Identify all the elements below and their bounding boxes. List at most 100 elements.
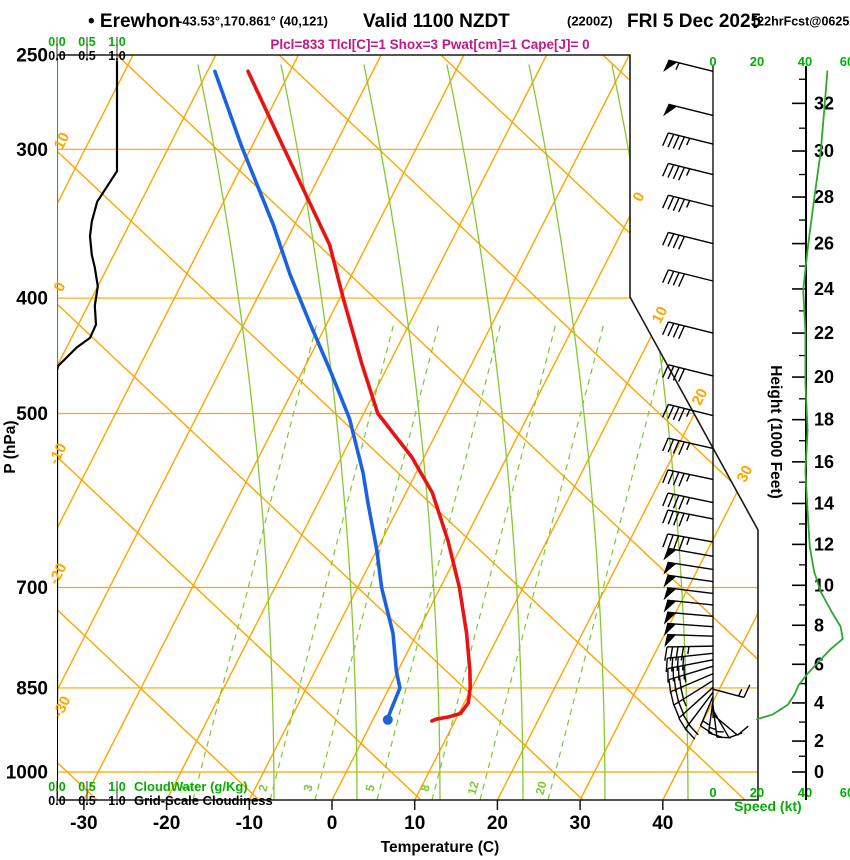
wind-barb-feather <box>678 536 685 551</box>
wind-barb-feather <box>668 679 672 694</box>
wind-barb-half-feather <box>686 442 691 451</box>
wind-barb-feather <box>662 437 669 452</box>
pressure-axis-label: P (hPa) <box>2 420 19 473</box>
wind-barb <box>662 194 714 213</box>
isotherm-line <box>662 55 758 800</box>
wind-barb-feather <box>667 439 675 453</box>
wind-barb-half-feather <box>684 674 687 683</box>
wind-barb-shaft <box>667 622 714 628</box>
temperature-tick-label: 30 <box>570 813 591 834</box>
wind-barb-feather <box>667 493 675 508</box>
height-tick-label: 4 <box>814 693 824 713</box>
cloudiness-scale-label: 0.0 <box>48 49 65 63</box>
mixing-ratio-line <box>269 324 395 800</box>
dry-adiabat-line <box>440 55 758 800</box>
wind-barb-shaft <box>668 231 714 245</box>
indices-line: Plcl=833 Tlcl[C]=1 Shox=3 Pwat[cm]=1 Cap… <box>270 37 589 52</box>
wind-barb-feather <box>672 165 680 180</box>
wind-barb-shaft <box>667 659 714 670</box>
wind-barb-feather <box>700 725 713 735</box>
wind-barb-feather <box>737 725 749 736</box>
wind-barb-half-feather <box>682 698 687 707</box>
isotherm-label: 10 <box>51 130 74 153</box>
temperature-tick-label: -30 <box>70 813 97 834</box>
height-tick-label: 0 <box>814 762 824 782</box>
plot-frame <box>57 54 759 801</box>
height-tick-label: 28 <box>814 187 834 207</box>
wind-barb-half-feather <box>737 688 743 697</box>
wind-barb-feather <box>678 167 686 181</box>
height-tick-label: 14 <box>814 493 834 513</box>
wind-barb-feather <box>667 534 674 549</box>
wind-barb-feather <box>678 717 687 731</box>
wind-barb-feather <box>667 322 675 337</box>
isotherm-line <box>57 55 217 800</box>
wind-barb-shaft <box>667 469 714 481</box>
wind-barb-shaft <box>712 709 730 739</box>
cloudwater-axis-label: CloudWater (g/Kg) <box>134 779 248 794</box>
wind-barb-feather <box>662 194 670 209</box>
height-tick-label: 8 <box>814 615 824 635</box>
wind-barb-shaft <box>668 269 714 282</box>
wind-barb-half-feather <box>687 646 690 655</box>
moist-adiabat-line <box>528 64 606 800</box>
wind-barb <box>663 587 714 601</box>
wind-barb-shaft <box>668 665 714 681</box>
wind-barb-half-feather <box>686 138 691 146</box>
wind-barb-feather <box>662 469 669 484</box>
wind-barb-feather <box>664 646 668 661</box>
speed-tick-label-top: 20 <box>750 54 764 69</box>
isotherm-label: -30 <box>49 693 74 720</box>
temperature-tick-label: -10 <box>236 813 263 834</box>
speed-axis-label: Speed (kt) <box>734 798 802 814</box>
wind-barb-shaft <box>667 611 714 617</box>
wind-barb-shaft <box>668 162 714 176</box>
wind-barb <box>664 633 714 648</box>
wind-barb <box>665 652 714 673</box>
wind-barb-feather <box>678 136 686 151</box>
temperature-tick-label: 20 <box>487 813 508 834</box>
wind-barb-pennant <box>663 60 678 73</box>
cloudiness-profile-curve <box>57 60 119 720</box>
wind-barb-feather <box>743 684 751 698</box>
wind-barb-feather <box>667 233 675 247</box>
wind-barb-shaft <box>712 714 738 736</box>
wind-barb <box>662 162 714 181</box>
dry-adiabat-line <box>278 55 758 800</box>
height-tick-label: 6 <box>814 654 824 674</box>
mixing-ratio-line <box>431 324 557 800</box>
wind-barb <box>662 509 714 527</box>
wind-barb-feather <box>672 197 680 211</box>
pressure-tick-label: 850 <box>16 678 48 699</box>
mixing-ratio-line <box>547 324 673 800</box>
cloudiness-scale-label: 0.0 <box>48 794 65 808</box>
wind-barb-feather <box>672 367 680 381</box>
wind-barb-pennant <box>663 548 677 561</box>
wind-barb <box>662 437 714 456</box>
wind-barb <box>663 574 714 588</box>
title-zulu: (2200Z) <box>567 14 613 29</box>
wind-barb-half-feather <box>686 474 691 482</box>
height-tick-label: 22 <box>814 323 834 343</box>
wind-barb-half-feather <box>686 497 691 505</box>
wind-barb-feather <box>678 441 685 456</box>
wind-barb-feather <box>684 728 696 740</box>
title-valid: Valid 1100 NZDT <box>363 11 510 32</box>
wind-barb <box>712 684 751 699</box>
wind-barb-feather <box>675 689 680 704</box>
plot-area <box>57 55 758 800</box>
wind-barb-feather <box>665 658 668 673</box>
wind-barb-feather <box>673 535 680 550</box>
wind-barb-feather <box>675 646 679 661</box>
isotherm-line <box>248 55 630 800</box>
wind-barb-feather <box>662 269 670 283</box>
wind-barb <box>662 469 714 487</box>
wind-barb-shaft <box>684 691 714 730</box>
pressure-tick-label: 500 <box>16 404 48 425</box>
cloudiness-scale-label: 0.5 <box>78 49 95 63</box>
wind-barb-feather <box>662 533 669 548</box>
speed-tick-label-bottom: 60 <box>840 785 850 800</box>
wind-barb-shaft <box>666 645 714 648</box>
wind-barb-shaft <box>667 533 714 543</box>
wind-barb-shaft <box>668 194 714 208</box>
